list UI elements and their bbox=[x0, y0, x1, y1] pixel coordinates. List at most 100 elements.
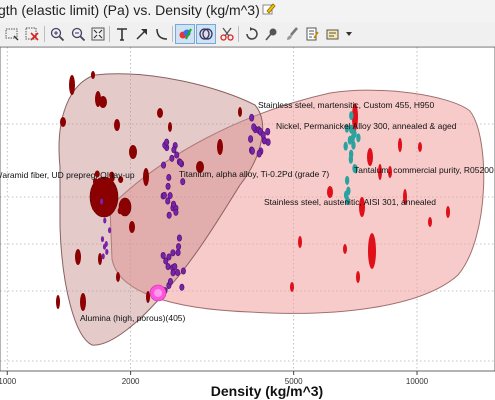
composite-cluster-1[interactable] bbox=[92, 178, 98, 186]
titanium-bubble-32[interactable] bbox=[177, 158, 183, 166]
composite-cluster-12[interactable] bbox=[93, 186, 99, 194]
annotation-label-0[interactable]: Stainless steel, martensitic, Custom 455… bbox=[258, 100, 434, 110]
polymer-bubble-2[interactable] bbox=[95, 91, 101, 107]
nickel-bubble-15[interactable] bbox=[352, 163, 357, 173]
metal-bubble-10[interactable] bbox=[298, 236, 302, 248]
notes-button[interactable] bbox=[302, 24, 322, 44]
polymer-bubble-4[interactable] bbox=[129, 145, 137, 159]
pin-button[interactable] bbox=[262, 24, 282, 44]
polymer-bubble-5[interactable] bbox=[143, 168, 149, 186]
titanium-bubble-38[interactable] bbox=[170, 249, 176, 257]
delete-selection-button[interactable] bbox=[22, 24, 42, 44]
nickel-bubble-8[interactable] bbox=[346, 186, 351, 196]
titanium-bubble-10[interactable] bbox=[165, 197, 171, 205]
composite-cluster-13[interactable] bbox=[118, 176, 124, 184]
titanium-bubble-2[interactable] bbox=[166, 174, 172, 182]
composite-cluster-9[interactable] bbox=[106, 187, 112, 195]
titanium-low-bubble-6[interactable] bbox=[103, 217, 107, 224]
plot-area[interactable]: 1000 2000 5000 10000 Stainless steel, marte… bbox=[0, 47, 495, 400]
polymer-bubble-11[interactable] bbox=[60, 117, 66, 127]
steel-bubble-5[interactable] bbox=[248, 135, 254, 143]
nickel-bubble-10[interactable] bbox=[351, 140, 356, 150]
titanium-bubble-30[interactable] bbox=[161, 191, 167, 199]
steel-bubble-9[interactable] bbox=[249, 147, 255, 155]
nickel-bubble-9[interactable] bbox=[349, 124, 354, 134]
polymer-bubble-14[interactable] bbox=[217, 139, 223, 155]
composite-cluster-11[interactable] bbox=[117, 207, 123, 215]
steel-bubble-11[interactable] bbox=[265, 138, 271, 146]
polymer-bubble-8[interactable] bbox=[98, 253, 102, 265]
steel-bubble-3[interactable] bbox=[249, 113, 255, 122]
metal-bubble-13[interactable] bbox=[356, 271, 360, 283]
titanium-bubble-19[interactable] bbox=[180, 178, 186, 186]
stage-button[interactable] bbox=[323, 24, 343, 44]
metal-bubble-11[interactable] bbox=[290, 282, 294, 292]
metal-bubble-0[interactable] bbox=[352, 103, 358, 131]
titanium-low-bubble-5[interactable] bbox=[107, 227, 112, 234]
polymer-bubble-15[interactable] bbox=[238, 107, 242, 117]
metal-bubble-2[interactable] bbox=[378, 164, 382, 180]
zoom-in-button[interactable] bbox=[47, 24, 67, 44]
titanium-bubble-36[interactable] bbox=[171, 200, 177, 208]
titanium-bubble-26[interactable] bbox=[172, 263, 178, 271]
metal-bubble-14[interactable] bbox=[388, 166, 392, 178]
curve-tool-button[interactable] bbox=[152, 24, 172, 44]
annotation-label-6[interactable]: Alumina (high, porous)(405) bbox=[80, 313, 186, 323]
titanium-bubble-33[interactable] bbox=[164, 138, 170, 146]
titanium-bubble-7[interactable] bbox=[176, 234, 182, 242]
polymer-bubble-16[interactable] bbox=[129, 221, 135, 233]
polymer-bubble-6[interactable] bbox=[157, 108, 163, 118]
composite-cluster-8[interactable] bbox=[109, 174, 115, 182]
select-button[interactable] bbox=[2, 24, 22, 44]
titanium-low-bubble-1[interactable] bbox=[105, 248, 109, 255]
polymer-bubble-18[interactable] bbox=[146, 291, 150, 303]
polymer-bubble-0[interactable] bbox=[69, 75, 75, 95]
metal-bubble-7[interactable] bbox=[446, 206, 450, 218]
envelope-button[interactable] bbox=[196, 24, 216, 44]
polymer-bubble-7[interactable] bbox=[75, 249, 81, 265]
titanium-bubble-21[interactable] bbox=[176, 243, 182, 251]
polymer-bubble-12[interactable] bbox=[91, 71, 95, 79]
titanium-bubble-23[interactable] bbox=[165, 263, 171, 271]
titanium-bubble-11[interactable] bbox=[175, 249, 181, 257]
titanium-bubble-6[interactable] bbox=[180, 267, 186, 275]
titanium-bubble-31[interactable] bbox=[165, 182, 171, 190]
titanium-bubble-22[interactable] bbox=[175, 268, 181, 276]
annotation-label-2[interactable]: /aramid fiber, UD prepreg, QI lay-up bbox=[0, 170, 135, 180]
polymer-bubble-17[interactable] bbox=[116, 272, 120, 282]
annotation-label-4[interactable]: Tantalum, commercial purity, R05200 bbox=[354, 165, 494, 175]
titanium-bubble-9[interactable] bbox=[167, 192, 173, 200]
nickel-bubble-13[interactable] bbox=[349, 111, 354, 121]
nickel-bubble-5[interactable] bbox=[344, 175, 350, 185]
metal-bubble-1[interactable] bbox=[367, 148, 373, 166]
steel-bubble-10[interactable] bbox=[260, 131, 266, 139]
steel-bubble-12[interactable] bbox=[256, 149, 262, 158]
annotation-label-5[interactable]: Stainless steel, austenitic, AISI 301, a… bbox=[264, 197, 436, 207]
titanium-bubble-28[interactable] bbox=[171, 146, 177, 154]
zoom-out-button[interactable] bbox=[68, 24, 88, 44]
composite-cluster-10[interactable] bbox=[94, 170, 100, 178]
more-dropdown-button[interactable] bbox=[342, 24, 356, 44]
metal-bubble-3[interactable] bbox=[359, 197, 365, 217]
titanium-low-bubble-4[interactable] bbox=[100, 198, 104, 205]
titanium-bubble-39[interactable] bbox=[167, 278, 173, 286]
arrow-tool-button[interactable] bbox=[132, 24, 152, 44]
titanium-bubble-4[interactable] bbox=[166, 253, 172, 261]
annotation-label-3[interactable]: Titanium, alpha alloy, Ti-0.2Pd (grade 7… bbox=[179, 169, 329, 179]
titanium-bubble-37[interactable] bbox=[160, 251, 166, 259]
polymer-bubble-10[interactable] bbox=[80, 293, 86, 311]
polymer-bubble-9[interactable] bbox=[56, 295, 60, 309]
rotate-button[interactable] bbox=[242, 24, 262, 44]
metal-bubble-15[interactable] bbox=[418, 142, 422, 152]
titanium-low-bubble-2[interactable] bbox=[101, 253, 105, 260]
composite-cluster-7[interactable] bbox=[104, 177, 110, 185]
titanium-bubble-20[interactable] bbox=[161, 161, 167, 169]
polymer-bubble-19[interactable] bbox=[168, 122, 172, 132]
nickel-bubble-16[interactable] bbox=[356, 133, 361, 143]
nickel-bubble-17[interactable] bbox=[348, 149, 354, 159]
titanium-bubble-34[interactable] bbox=[174, 151, 180, 159]
titanium-bubble-18[interactable] bbox=[163, 257, 169, 265]
titanium-bubble-29[interactable] bbox=[166, 211, 172, 219]
text-tool-button[interactable] bbox=[112, 24, 132, 44]
chart[interactable]: 1000 2000 5000 10000 Stainless steel, marte… bbox=[0, 47, 495, 400]
